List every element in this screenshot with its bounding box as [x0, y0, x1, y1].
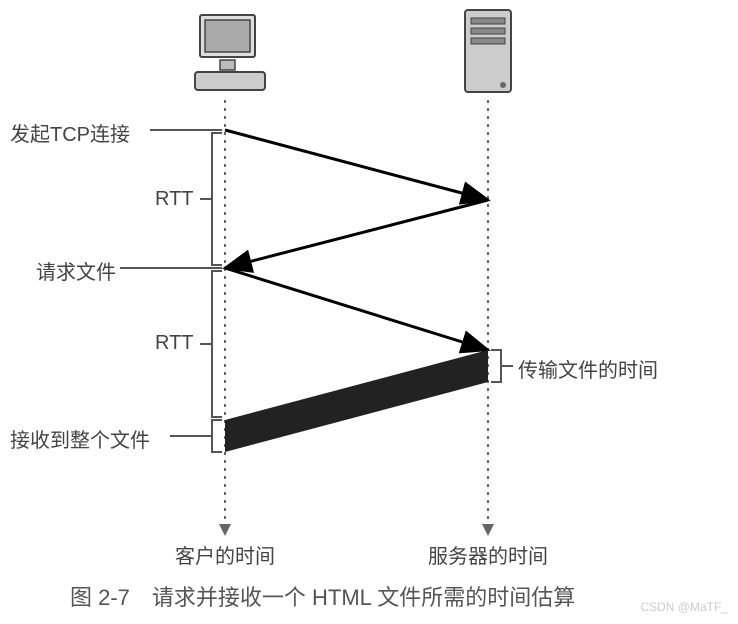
server-icon: [465, 10, 511, 92]
rtt1-bracket: [200, 133, 222, 265]
synack-arrow: [225, 200, 488, 268]
transfer-bracket: [491, 350, 513, 382]
figure-caption: 图 2-7 请求并接收一个 HTML 文件所需的时间估算: [70, 580, 575, 612]
rtt1-label: RTT: [155, 188, 194, 211]
tcp-connect-label: 发起TCP连接: [10, 118, 130, 147]
watermark: CSDN @MaTF_: [640, 600, 728, 614]
request-file-label: 请求文件: [36, 256, 116, 285]
request-arrow: [225, 268, 488, 350]
rtt2-bracket: [200, 271, 222, 417]
done-bracket: [170, 420, 222, 452]
syn-arrow: [225, 130, 488, 200]
client-time-label: 客户的时间: [175, 540, 275, 569]
server-timeline-arrow: [482, 524, 494, 536]
file-transfer-bar: [225, 350, 488, 452]
client-icon: [195, 15, 265, 90]
client-timeline-arrow: [219, 524, 231, 536]
rtt2-label: RTT: [155, 332, 194, 355]
timing-diagram: 发起TCP连接 RTT 请求文件 RTT 接收到整个文件 传输文件的时间 客户的…: [0, 0, 738, 624]
diagram-svg: [0, 0, 738, 624]
server-time-label: 服务器的时间: [428, 540, 548, 569]
transfer-time-label: 传输文件的时间: [518, 354, 658, 383]
receive-done-label: 接收到整个文件: [10, 424, 150, 453]
